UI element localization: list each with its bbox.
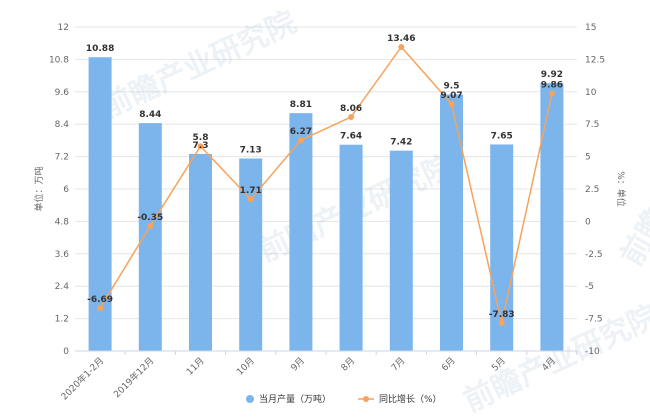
bar-value-label-9: 9.92 [541, 70, 563, 80]
bar-value-label-1: 8.44 [139, 110, 161, 120]
line-point-5 [348, 113, 355, 120]
bar-2 [189, 153, 212, 351]
y-left-tick-7: 8.4 [55, 120, 70, 130]
legend-bar-label: 当月产量（万吨） [259, 393, 331, 405]
y-left-label: 单位：万吨 [33, 166, 45, 211]
line-point-0 [97, 305, 104, 312]
x-tick-label-4: 9月 [289, 355, 307, 373]
y-right-tick-3: -2.5 [585, 250, 603, 260]
line-point-3 [247, 196, 254, 203]
y-left-tick-5: 6 [63, 185, 69, 195]
line-series [97, 43, 555, 326]
y-left-tick-4: 4.8 [55, 217, 70, 227]
y-right-tick-2: -5 [585, 282, 594, 292]
y-left-tick-10: 12 [58, 23, 69, 33]
bar-6 [389, 150, 413, 351]
y-left-tick-2: 2.4 [55, 282, 70, 292]
line-point-4 [297, 137, 304, 144]
bar-7 [440, 94, 463, 351]
line-point-8 [498, 319, 505, 326]
y-left-tick-0: 0 [63, 347, 69, 357]
legend-line-marker [363, 396, 369, 402]
line-point-1 [147, 222, 154, 229]
y-right-tick-10: 15 [585, 23, 596, 33]
y-right-tick-4: 0 [585, 217, 591, 227]
line-value-label-9: 9.86 [541, 81, 563, 91]
y-left-tick-3: 3.6 [55, 250, 70, 260]
legend-bar-marker [246, 395, 254, 403]
watermarks: 前瞻产业研究院前瞻产业研究院前瞻产业研究院前瞻产业研究院 [97, 5, 650, 419]
legend: 当月产量（万吨） 同比增长（%） [246, 393, 442, 405]
x-tick-label-7: 6月 [439, 355, 457, 373]
y-left-tick-1: 1.2 [55, 315, 69, 325]
bar-value-label-0: 10.88 [86, 44, 114, 54]
line-value-label-0: -6.69 [87, 295, 113, 305]
y-right-tick-6: 5 [585, 153, 591, 163]
x-tick-label-6: 7月 [389, 355, 407, 373]
bar-4 [289, 113, 313, 351]
line-point-7 [448, 100, 455, 107]
bar-value-label-2: 7.3 [193, 141, 209, 151]
legend-line-label: 同比增长（%） [379, 393, 442, 405]
y-right-tick-9: 12.5 [585, 55, 605, 65]
x-tick-label-3: 10月 [235, 355, 257, 377]
y-right-tick-1: -7.5 [585, 315, 603, 325]
x-tick-label-0: 2020年1-2月 [58, 355, 106, 403]
line-value-label-3: 1.71 [240, 186, 262, 196]
bar-value-label-6: 7.42 [390, 138, 412, 148]
x-tick-label-5: 8月 [339, 355, 357, 373]
y-right-tick-5: 2.5 [585, 185, 599, 195]
line-value-label-8: -7.83 [489, 310, 515, 320]
line-point-2 [197, 143, 204, 150]
x-tick-label-2: 11月 [184, 355, 206, 377]
y-right-tick-8: 10 [585, 88, 597, 98]
bar-9 [540, 83, 564, 351]
line-value-label-5: 8.06 [340, 104, 362, 114]
y-left-tick-6: 7.2 [55, 153, 69, 163]
bar-value-label-3: 7.13 [240, 145, 262, 155]
line-value-label-2: 5.8 [193, 133, 209, 143]
bar-1 [138, 123, 162, 352]
bar-value-label-5: 7.64 [340, 132, 362, 142]
bar-value-label-7: 9.5 [444, 82, 460, 92]
y-left-tick-8: 9.6 [55, 88, 70, 98]
y-right-tick-0: -10 [585, 347, 600, 357]
watermark-text-0: 前瞻产业研究院 [97, 5, 302, 125]
line-value-label-7: 9.07 [440, 91, 462, 101]
line-path [99, 45, 553, 324]
bar-value-label-8: 7.65 [491, 131, 513, 141]
x-tick-label-1: 2019年12月 [111, 355, 157, 401]
line-point-6 [398, 43, 405, 50]
bar-5 [339, 144, 363, 351]
bar-0 [88, 57, 112, 352]
line-value-label-4: 6.27 [290, 127, 312, 137]
bar-3 [239, 158, 263, 351]
line-value-label-6: 13.46 [387, 34, 415, 44]
y-right-label: %：单位 [615, 171, 627, 207]
bar-series [88, 57, 564, 352]
data-labels: 10.88 8.44 7.3 7.13 8.81 7.64 7.42 9.5 7.65 9.92 -… [86, 34, 563, 320]
y-right-tick-7: 7.5 [585, 120, 599, 130]
y-left-tick-9: 10.8 [49, 55, 69, 65]
bar-value-label-4: 8.81 [290, 100, 312, 110]
line-value-label-1: -0.35 [137, 213, 163, 223]
line-point-9 [548, 90, 555, 97]
